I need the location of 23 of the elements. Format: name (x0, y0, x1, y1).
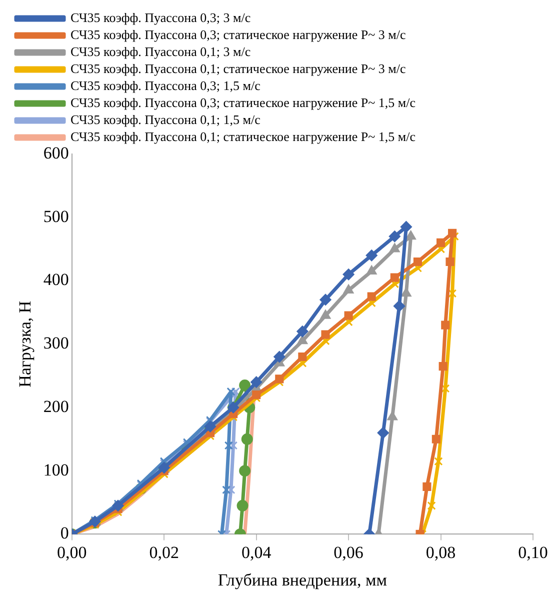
legend-label: СЧ35 коэфф. Пуассона 0,3; статическое нагружение Р~ 3 м/с (70, 26, 406, 42)
legend-label: СЧ35 коэфф. Пуассона 0,1; 3 м/с (70, 44, 251, 59)
legend-label: СЧ35 коэфф. Пуассона 0,3; 1,5 м/с (70, 78, 261, 93)
legend-label: СЧ35 коэфф. Пуассона 0,3; статическое нагружение Р~ 1,5 м/с (70, 94, 416, 110)
legend-label: СЧ35 коэфф. Пуассона 0,1; статическое нагружение Р~ 3 м/с (70, 60, 406, 76)
y-tick-label: 400 (43, 270, 69, 290)
y-tick-label: 0 (60, 524, 69, 543)
y-tick-label: 500 (43, 206, 69, 226)
legend-label: СЧ35 коэфф. Пуассона 0,1; 1,5 м/с (70, 112, 261, 127)
y-tick-label: 600 (43, 143, 69, 162)
legend-label: СЧ35 коэфф. Пуассона 0,1; статическое нагружение Р~ 1,5 м/с (70, 128, 416, 144)
y-axis-title: Нагрузка, Н (16, 300, 35, 388)
x-tick-label: 0,08 (426, 542, 456, 562)
x-tick-label: 0,00 (57, 542, 87, 562)
y-tick-label: 300 (43, 334, 69, 353)
x-tick-label: 0,04 (241, 542, 272, 562)
y-tick-label: 200 (43, 396, 69, 416)
x-tick-label: 0,02 (149, 542, 179, 562)
y-tick-label: 100 (43, 460, 69, 480)
legend-label: СЧ35 коэфф. Пуассона 0,3; 3 м/с (70, 10, 251, 25)
x-tick-label: 0,06 (334, 542, 364, 562)
x-tick-label: 0,10 (518, 542, 548, 562)
x-axis-title: Глубина внедрения, мм (218, 570, 388, 590)
